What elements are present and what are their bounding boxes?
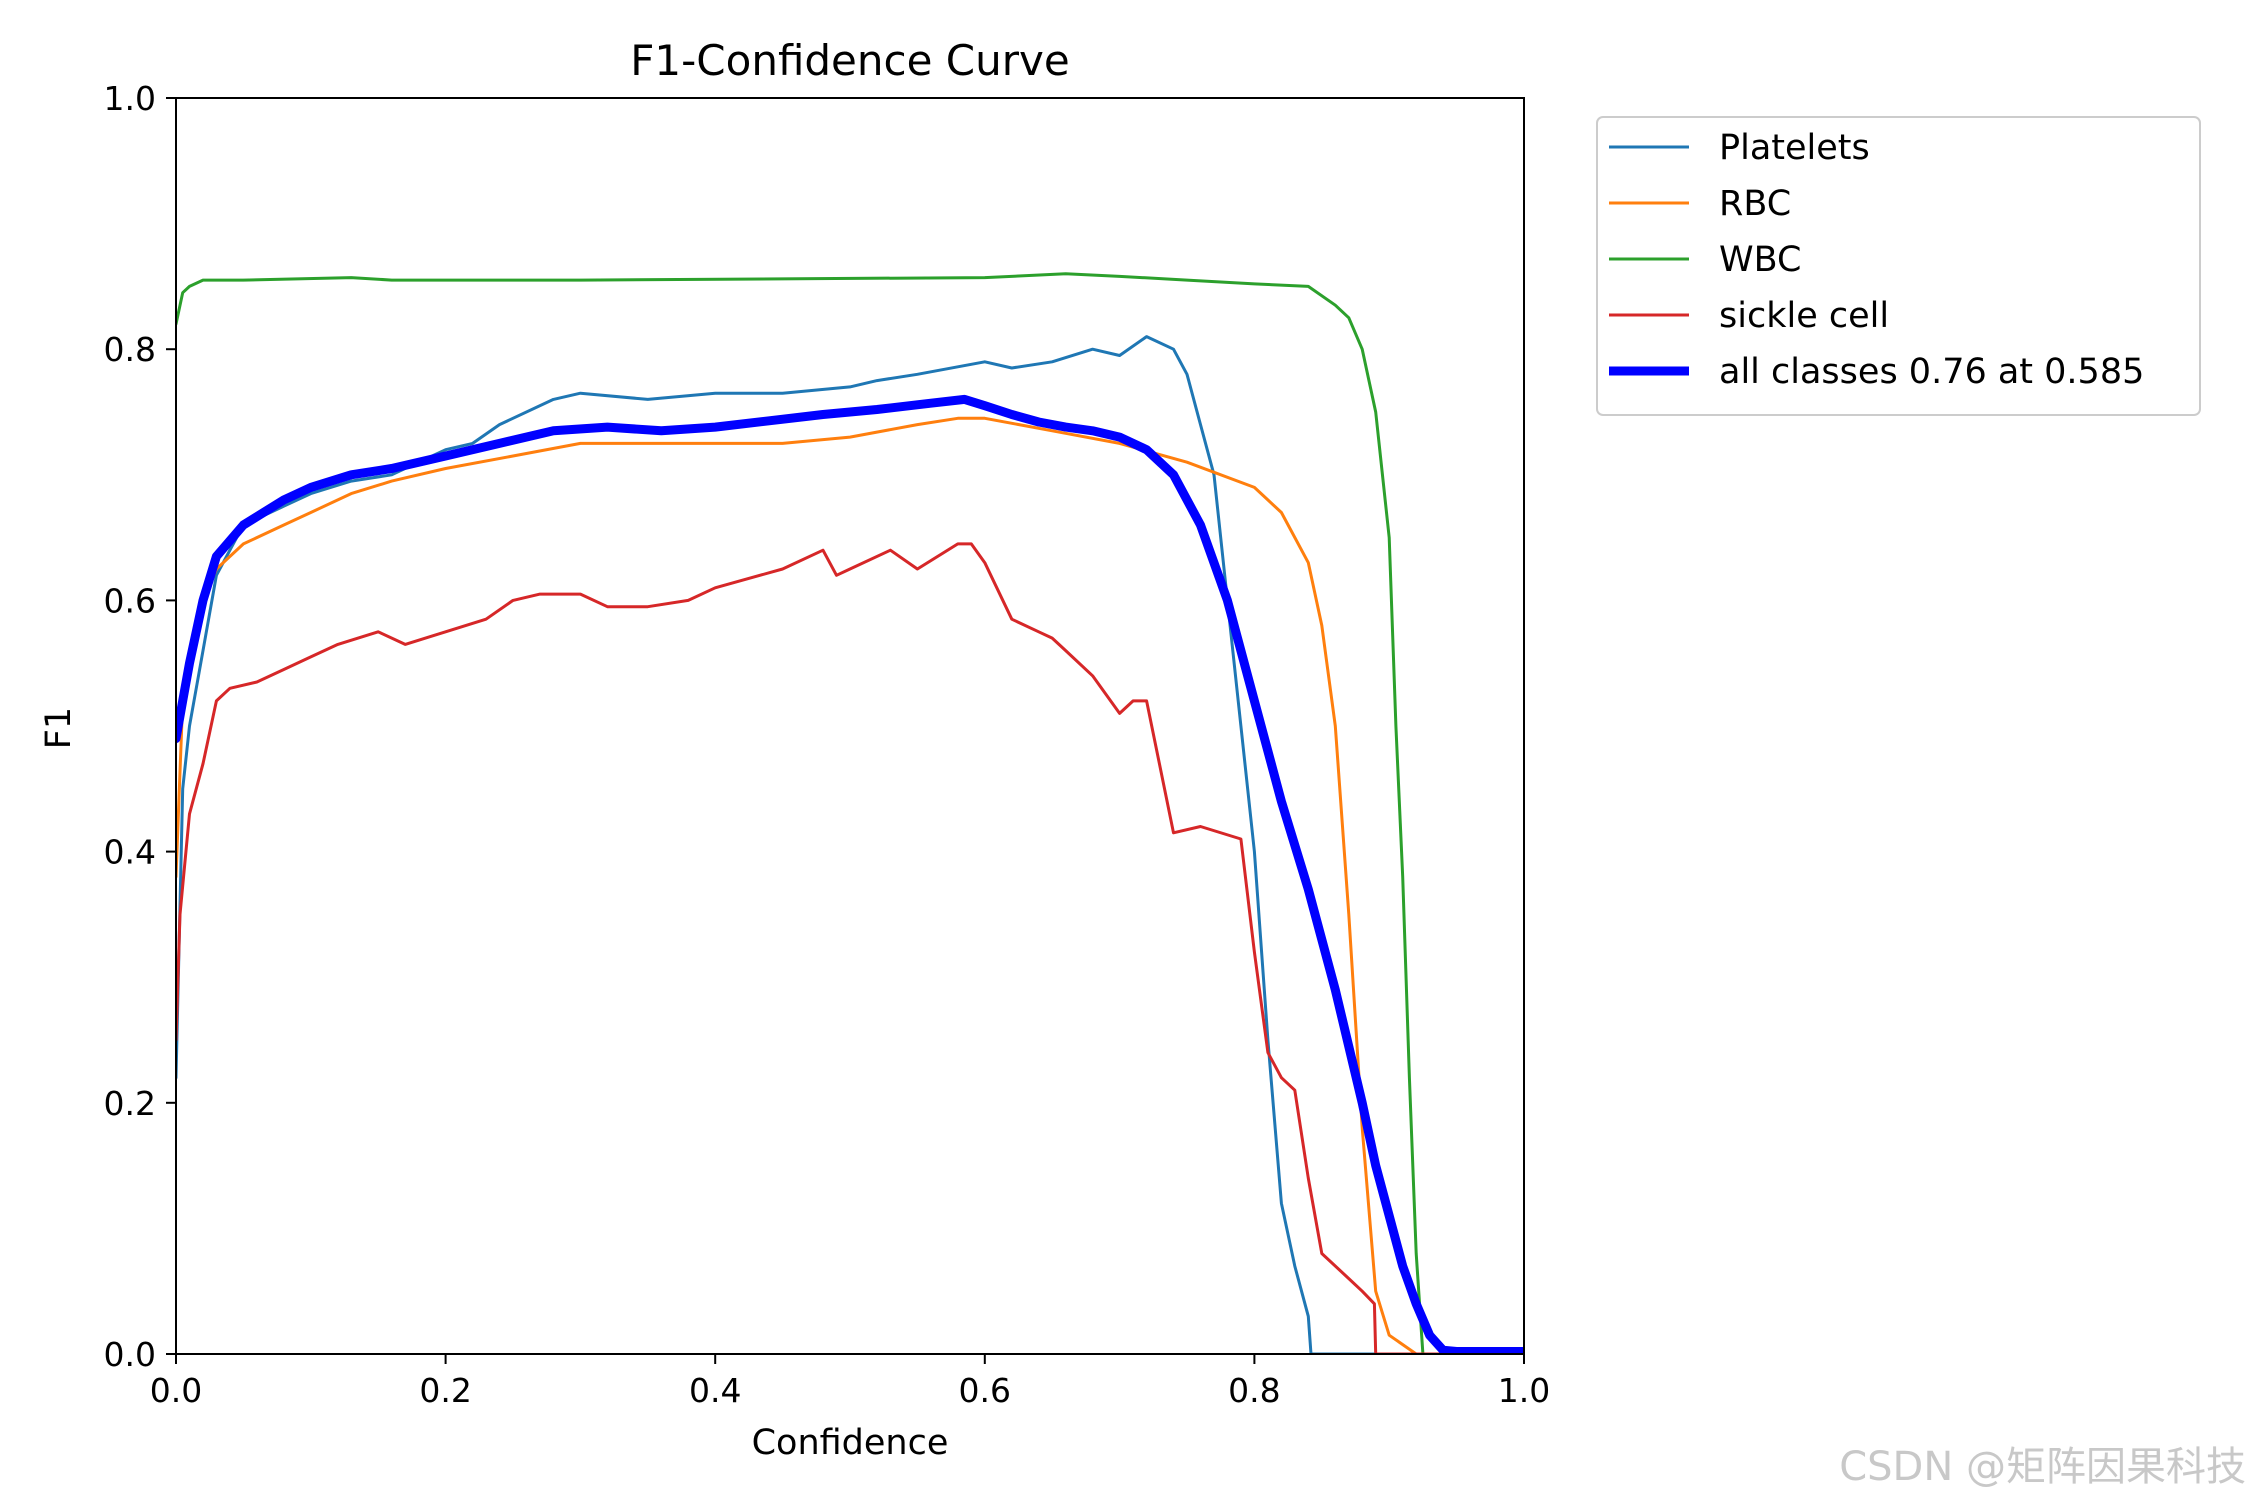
y-tick-label: 0.4: [104, 833, 156, 872]
series-line-platelets: [176, 335, 1524, 1354]
x-axis-label: Confidence: [752, 1423, 949, 1463]
legend-label: RBC: [1719, 184, 1791, 224]
y-tick-label: 0.0: [104, 1335, 156, 1374]
y-tick-label: 0.8: [104, 330, 156, 369]
x-axis-ticks: 0.0 0.2 0.4 0.6 0.8 1.0: [150, 1354, 1550, 1410]
x-tick-label: 0.8: [1228, 1371, 1280, 1410]
legend-label: sickle cell: [1719, 296, 1889, 336]
legend-label: Platelets: [1719, 128, 1870, 168]
plot-frame: [175, 97, 1525, 1355]
y-axis-label: F1: [39, 707, 79, 749]
legend-label: WBC: [1719, 240, 1801, 280]
plot-area: [175, 97, 1525, 1355]
x-tick-label: 0.2: [419, 1371, 471, 1410]
legend-box: [1596, 116, 2201, 416]
legend: Platelets RBC WBC sickle cell all classes 0.…: [1596, 116, 2201, 416]
series-line-wbc: [176, 272, 1524, 1354]
y-axis-ticks: 0.0 0.2 0.4 0.6 0.8 1.0: [104, 79, 176, 1374]
x-tick-label: 1.0: [1498, 1371, 1550, 1410]
x-tick-label: 0.0: [150, 1371, 202, 1410]
y-tick-label: 1.0: [104, 79, 156, 118]
x-tick-label: 0.4: [689, 1371, 741, 1410]
x-tick-label: 0.6: [959, 1371, 1011, 1410]
legend-label: all classes 0.76 at 0.585: [1719, 352, 2144, 392]
y-tick-label: 0.2: [104, 1084, 156, 1123]
chart-title: F1-Confidence Curve: [630, 36, 1069, 85]
series-line-sickle-cell: [176, 542, 1524, 1354]
series-line-all-classes-0-76-at-0-585: [176, 394, 1524, 1354]
series-line-rbc: [176, 416, 1524, 1354]
y-tick-label: 0.6: [104, 581, 156, 620]
watermark: CSDN @矩阵因果科技: [1839, 1444, 2246, 1490]
